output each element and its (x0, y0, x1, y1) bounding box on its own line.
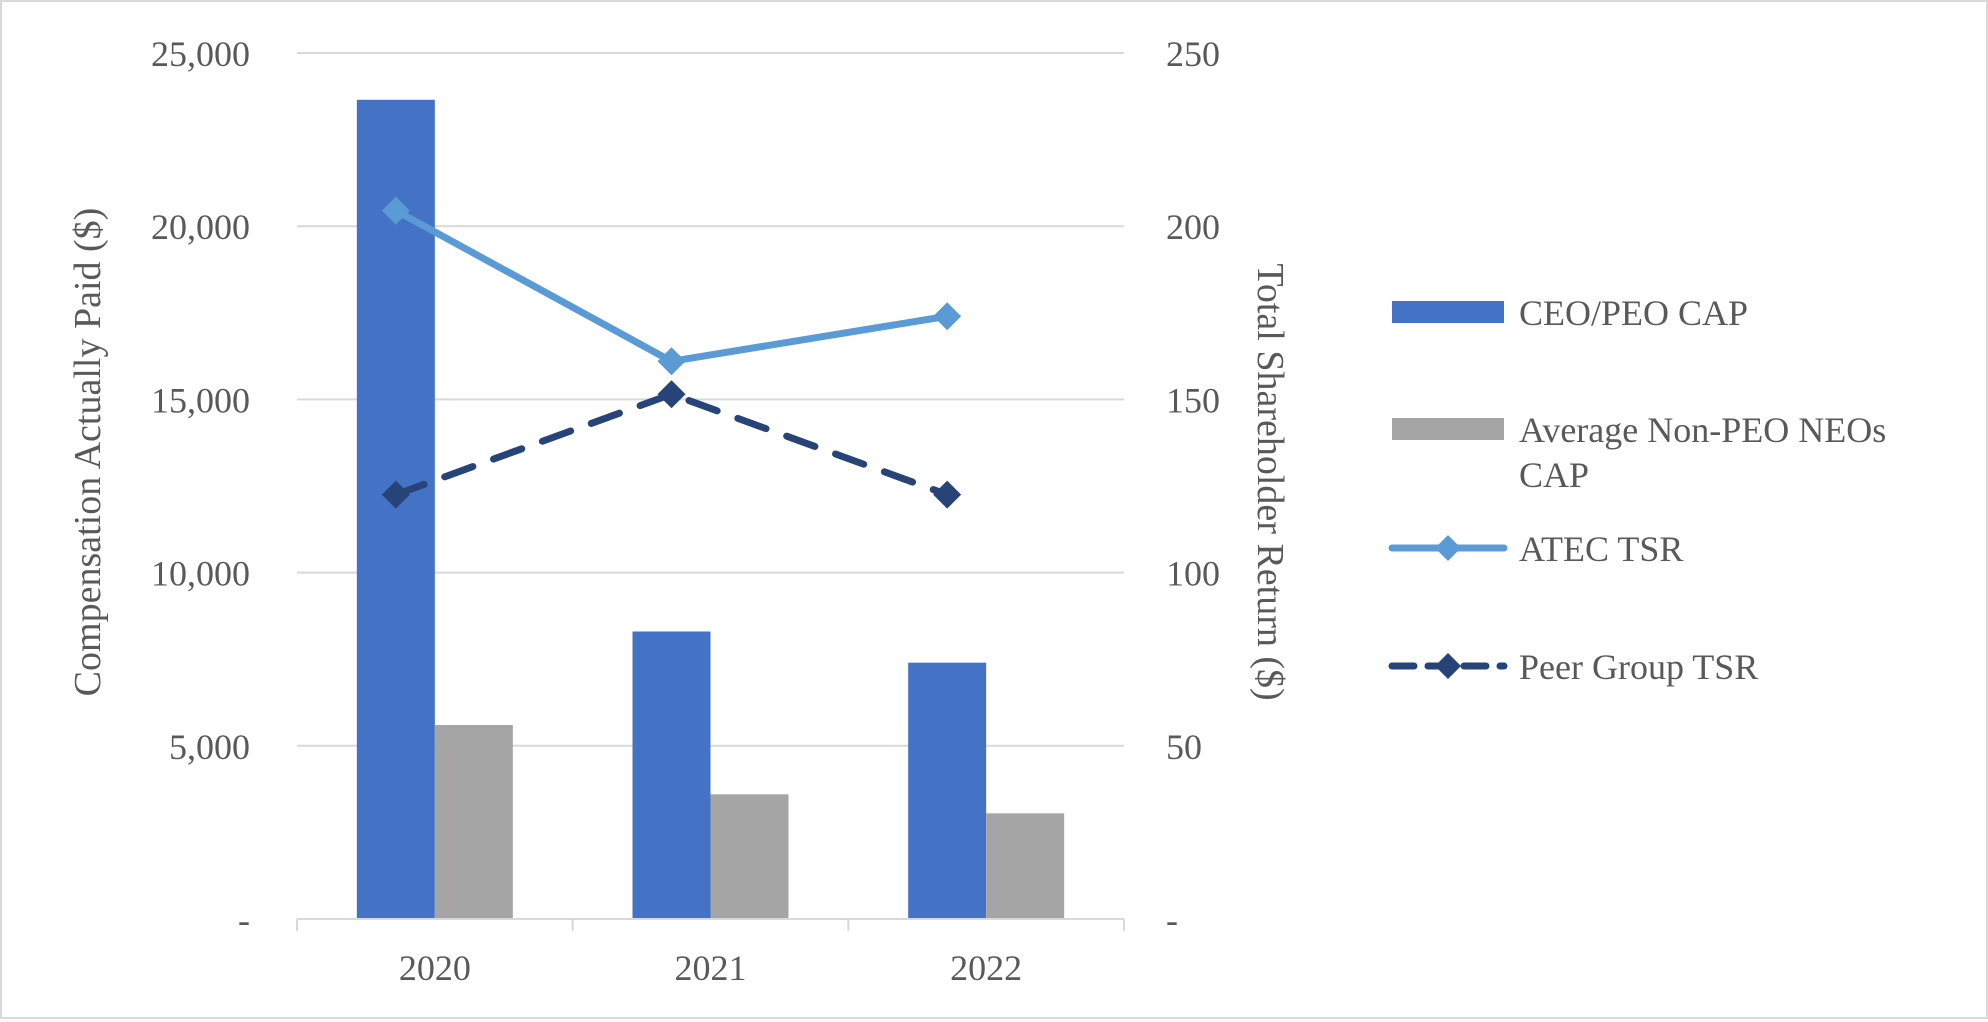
bar-series (356, 99, 1065, 920)
marker-peer-group-tsr-2022 (933, 480, 962, 509)
axis-labels: - 5,000 10,000 15,000 20,000 25,000 - 50 100 150 2… (67, 34, 1291, 988)
legend-label: ATEC TSR (1519, 529, 1683, 569)
x-tick-label: 2022 (950, 948, 1022, 988)
legend: CEO/PEO CAP Average Non-PEO NEOs CAP ATEC T… (1388, 293, 1886, 687)
y-tick-label-right: 50 (1166, 727, 1202, 767)
bar-average-non-peo-neos-cap-2021 (710, 794, 789, 919)
legend-swatch-atec-tsr-marker (1435, 535, 1461, 561)
marker-peer-group-tsr-2020 (381, 480, 410, 509)
x-tick-label: 2020 (399, 948, 471, 988)
y-tick-label-right: - (1166, 900, 1178, 940)
marker-atec-tsr-2020 (381, 196, 410, 225)
line-peer-group-tsr (392, 390, 951, 499)
legend-label: CEO/PEO CAP (1519, 293, 1748, 333)
y-tick-label-left: 15,000 (151, 380, 250, 420)
legend-swatch-average-non-peo-neos-cap (1392, 418, 1504, 440)
line-series (381, 196, 962, 509)
y-tick-label-left: 10,000 (151, 554, 250, 594)
marker-peer-group-tsr-2021 (657, 380, 686, 409)
y-axis-title-left: Compensation Actually Paid ($) (67, 208, 109, 697)
legend-label: Peer Group TSR (1519, 647, 1758, 687)
line-atec-tsr (392, 207, 951, 365)
legend-label: Average Non-PEO NEOs (1519, 410, 1886, 450)
bar-average-non-peo-neos-cap-2022 (986, 813, 1065, 919)
bar-ceo-peo-cap-2021 (632, 631, 711, 919)
x-tick-label: 2021 (675, 948, 747, 988)
bar-ceo-peo-cap-2022 (908, 662, 987, 919)
bar-ceo-peo-cap-2020 (356, 99, 435, 920)
y-tick-label-right: 250 (1166, 34, 1220, 74)
legend-swatch-peer-group-tsr-marker (1435, 653, 1461, 679)
y-tick-label-right: 100 (1166, 554, 1220, 594)
y-tick-label-left: 20,000 (151, 207, 250, 247)
y-axis-title-right: Total Shareholder Return ($) (1249, 263, 1291, 700)
axes (296, 918, 1125, 931)
y-tick-label-left: 25,000 (151, 34, 250, 74)
y-tick-label-left: 5,000 (169, 727, 250, 767)
y-tick-label-left: - (238, 900, 250, 940)
legend-label: CAP (1519, 455, 1589, 495)
marker-atec-tsr-2022 (933, 302, 962, 331)
y-tick-label-right: 150 (1166, 380, 1220, 420)
y-tick-label-right: 200 (1166, 207, 1220, 247)
legend-swatch-ceo-peo-cap (1392, 301, 1504, 323)
marker-atec-tsr-2021 (657, 347, 686, 376)
bar-average-non-peo-neos-cap-2020 (434, 725, 513, 919)
